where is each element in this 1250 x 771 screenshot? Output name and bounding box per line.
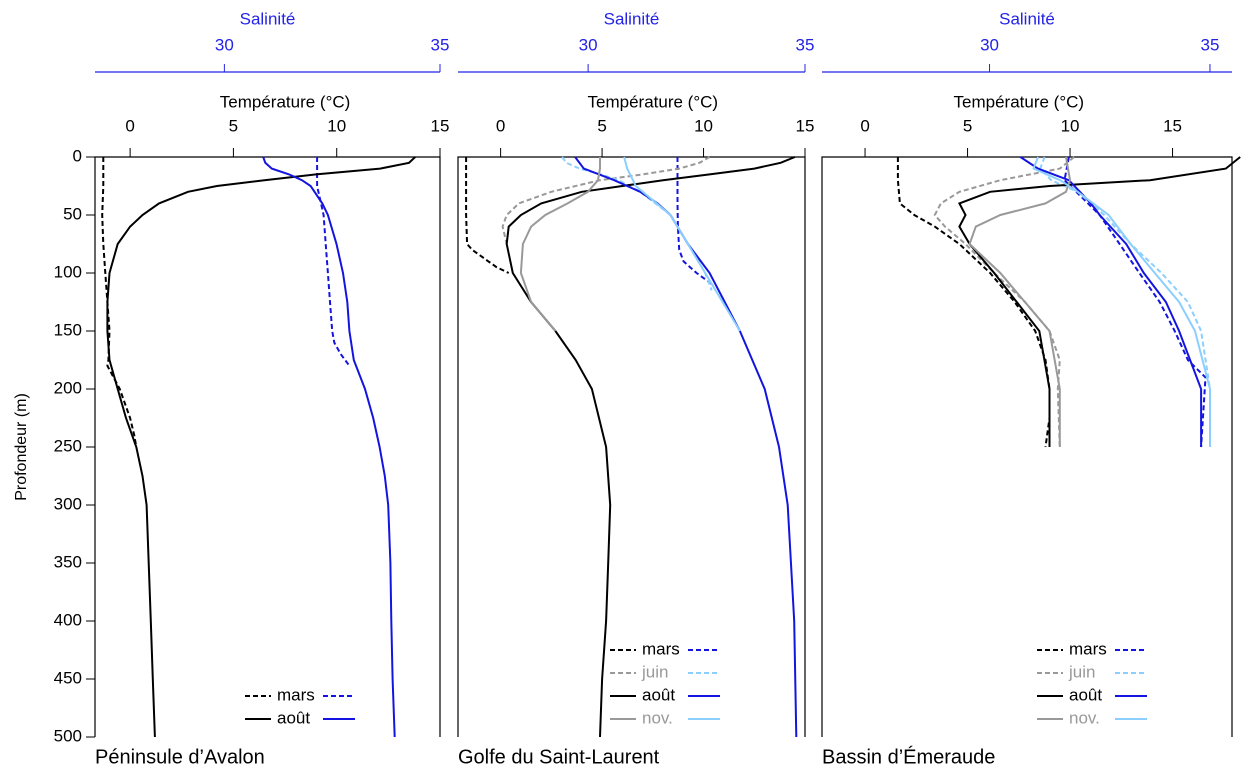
temperature-profile (968, 156, 1072, 447)
salinity-profile (676, 157, 714, 286)
y-tick-label: 0 (73, 146, 82, 165)
x-axis-title: Température (°C) (588, 92, 719, 111)
legend-label: août (1069, 685, 1102, 704)
y-tick-label: 300 (54, 494, 82, 513)
temperature-profile (101, 157, 138, 448)
y-axis-title: Profondeur (m) (13, 393, 30, 501)
temperature-profile (933, 156, 1075, 448)
x-axis-title: Température (°C) (954, 92, 1085, 111)
y-tick-label: 250 (54, 436, 82, 455)
x-axis-title: Température (°C) (220, 92, 351, 111)
y-tick-label: 400 (54, 610, 82, 629)
salinity-profile (574, 156, 798, 738)
salinity-profile (316, 157, 351, 367)
temperature-profile (501, 156, 711, 245)
y-tick-label: 100 (54, 262, 82, 281)
x-tick-label: 10 (327, 116, 346, 135)
y-tick-label: 450 (54, 668, 82, 687)
y-tick-label: 350 (54, 552, 82, 571)
salinity-profile (262, 156, 396, 738)
temperature-profile (505, 156, 796, 738)
x2-tick-label: 30 (980, 35, 999, 54)
x-tick-label: 5 (229, 116, 238, 135)
x-tick-label: 15 (431, 116, 450, 135)
plot-frame (94, 156, 441, 737)
x-tick-label: 0 (860, 116, 869, 135)
legend-label: juin (1068, 662, 1095, 681)
panel-title: Bassin d’Émeraude (822, 745, 995, 768)
legend-label: mars (277, 685, 315, 704)
legend-label: juin (641, 662, 668, 681)
y-tick-label: 150 (54, 320, 82, 339)
x-tick-label: 0 (496, 116, 505, 135)
salinity-profile (1063, 156, 1207, 448)
x2-tick-label: 30 (215, 35, 234, 54)
x-tick-label: 0 (125, 116, 134, 135)
legend-label: nov. (642, 708, 673, 727)
salinity-profile (1019, 156, 1203, 447)
x-tick-label: 15 (796, 116, 815, 135)
x-tick-label: 10 (694, 116, 713, 135)
x2-tick-label: 35 (431, 35, 450, 54)
temperature-profile (896, 157, 1051, 448)
x-tick-label: 5 (963, 116, 972, 135)
x2-tick-label: 30 (579, 35, 598, 54)
legend-label: août (642, 685, 675, 704)
legend-label: nov. (1069, 708, 1100, 727)
x2-axis-title: Salinité (240, 9, 296, 28)
panel-title: Péninsule d’Avalon (95, 746, 265, 768)
temperature-profile (957, 156, 1241, 447)
legend-label: mars (1069, 639, 1107, 658)
temperature-profile (519, 157, 601, 332)
plot-frame (821, 156, 1233, 737)
temperature-profile (465, 157, 510, 274)
y-tick-label: 500 (54, 726, 82, 745)
x-tick-label: 15 (1163, 116, 1182, 135)
y-tick-label: 200 (54, 378, 82, 397)
salinity-profile (623, 156, 741, 332)
x2-tick-label: 35 (796, 35, 815, 54)
x-tick-label: 5 (597, 116, 606, 135)
legend-label: août (277, 708, 310, 727)
salinity-profile (1032, 156, 1211, 447)
temperature-profile (106, 156, 416, 738)
x-tick-label: 10 (1061, 116, 1080, 135)
legend-label: mars (642, 639, 680, 658)
x2-axis-title: Salinité (999, 9, 1055, 28)
x2-tick-label: 35 (1200, 35, 1219, 54)
salinity-profile (1039, 156, 1211, 447)
x2-axis-title: Salinité (604, 9, 660, 28)
y-tick-label: 50 (63, 204, 82, 223)
plot-frame (457, 156, 806, 737)
panel-title: Golfe du Saint-Laurent (458, 746, 660, 768)
